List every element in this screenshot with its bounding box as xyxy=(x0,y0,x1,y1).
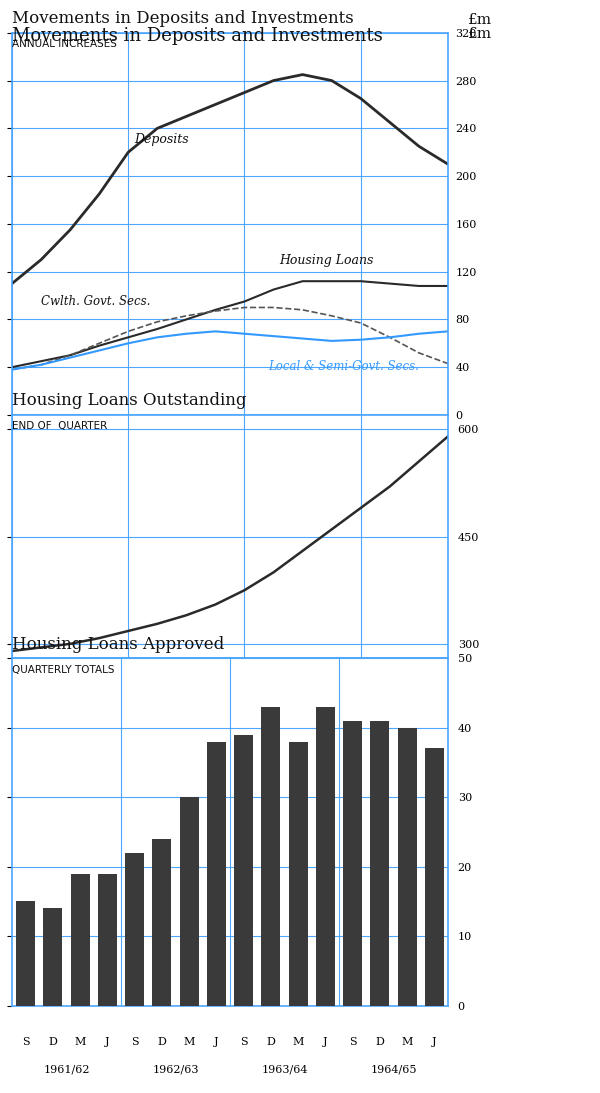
Text: S: S xyxy=(240,1037,247,1047)
Text: Housing Loans: Housing Loans xyxy=(280,255,374,268)
Text: 1962/63: 1962/63 xyxy=(152,1065,199,1074)
Text: D: D xyxy=(266,1037,275,1047)
Text: M: M xyxy=(184,1037,195,1047)
Text: M: M xyxy=(401,1037,413,1047)
Bar xyxy=(289,741,308,1006)
Text: M: M xyxy=(74,1037,86,1047)
Bar xyxy=(316,707,335,1006)
Text: QUARTERLY TOTALS: QUARTERLY TOTALS xyxy=(12,665,115,674)
Bar xyxy=(398,728,416,1006)
Bar xyxy=(43,908,62,1006)
Text: 1963/64: 1963/64 xyxy=(261,1065,308,1074)
Text: J: J xyxy=(432,1037,437,1047)
Text: J: J xyxy=(105,1037,110,1047)
Bar xyxy=(125,853,144,1006)
Text: 1961/62: 1961/62 xyxy=(43,1065,90,1074)
Text: £m: £m xyxy=(468,27,492,42)
Text: D: D xyxy=(376,1037,384,1047)
Bar xyxy=(207,741,226,1006)
Text: J: J xyxy=(214,1037,218,1047)
Bar xyxy=(234,734,253,1006)
Text: D: D xyxy=(157,1037,166,1047)
Bar xyxy=(71,873,89,1006)
Text: Housing Loans Outstanding: Housing Loans Outstanding xyxy=(12,392,247,410)
Text: Movements in Deposits and Investments: Movements in Deposits and Investments xyxy=(12,27,383,45)
Text: Local & Semi-Govt. Secs.: Local & Semi-Govt. Secs. xyxy=(268,360,419,373)
Bar xyxy=(98,873,117,1006)
Text: S: S xyxy=(22,1037,29,1047)
Text: Deposits: Deposits xyxy=(134,132,188,145)
Bar xyxy=(179,797,199,1006)
Text: Cwlth. Govt. Secs.: Cwlth. Govt. Secs. xyxy=(41,295,151,308)
Text: M: M xyxy=(292,1037,304,1047)
Bar xyxy=(343,720,362,1006)
Text: S: S xyxy=(349,1037,356,1047)
Bar xyxy=(425,749,444,1006)
Text: D: D xyxy=(49,1037,58,1047)
Bar xyxy=(16,902,35,1006)
Text: S: S xyxy=(131,1037,139,1047)
Text: END OF  QUARTER: END OF QUARTER xyxy=(12,421,107,432)
Text: ANNUAL INCREASES: ANNUAL INCREASES xyxy=(12,39,117,49)
Text: 1964/65: 1964/65 xyxy=(370,1065,416,1074)
Bar xyxy=(370,720,389,1006)
Text: Housing Loans Approved: Housing Loans Approved xyxy=(12,636,224,653)
Bar xyxy=(152,838,172,1006)
Text: Movements in Deposits and Investments: Movements in Deposits and Investments xyxy=(12,10,354,27)
Text: J: J xyxy=(323,1037,328,1047)
Text: £m: £m xyxy=(468,13,492,27)
Bar xyxy=(261,707,280,1006)
